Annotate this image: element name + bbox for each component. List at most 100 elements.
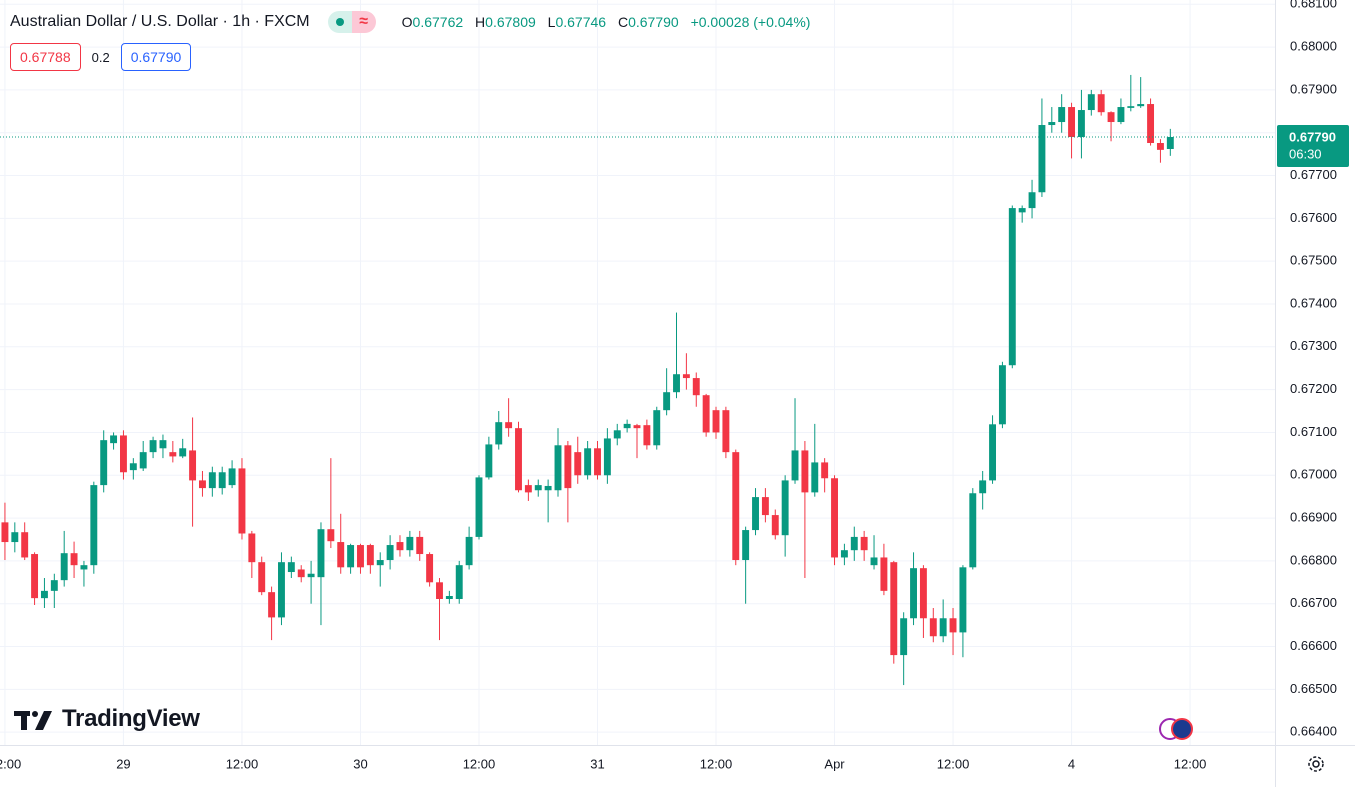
candle-body — [100, 440, 108, 486]
candle-body — [811, 462, 819, 493]
candle-body — [870, 557, 878, 566]
candle-body — [258, 562, 266, 593]
candle-body — [406, 536, 414, 551]
x-tick-label: 12:00 — [937, 756, 970, 771]
candle-body — [1087, 94, 1095, 111]
y-tick-label: 0.67500 — [1290, 253, 1337, 268]
price-label-box — [1277, 125, 1349, 168]
candle-body — [218, 472, 226, 489]
candle-body — [238, 468, 246, 534]
buy-button[interactable]: 0.67790 — [120, 43, 192, 71]
candle-body — [1008, 208, 1016, 366]
candle-body — [860, 536, 868, 551]
candle-body — [831, 478, 838, 558]
candle-body — [287, 562, 295, 573]
candle-body — [1058, 107, 1066, 123]
x-tick-label: 30 — [353, 756, 367, 771]
logo-part — [35, 711, 52, 730]
candle-body — [840, 550, 848, 558]
candle-body — [169, 452, 177, 457]
candle-body — [485, 444, 493, 478]
candle-body — [129, 463, 137, 471]
gear-center — [1312, 760, 1320, 768]
y-tick-label: 0.67000 — [1290, 467, 1337, 482]
candle-body — [515, 428, 522, 491]
candle-body — [317, 529, 325, 578]
candle-body — [554, 445, 562, 491]
candle-body — [31, 554, 39, 599]
candle-body — [771, 515, 779, 536]
y-tick-label: 0.67400 — [1290, 295, 1337, 310]
x-tick-label: 29 — [116, 756, 130, 771]
candle-body — [337, 542, 345, 568]
candle-body — [939, 618, 947, 637]
candle-body — [564, 445, 572, 489]
ohlc-key: H — [475, 14, 486, 30]
candle-body — [623, 423, 631, 429]
candle-body — [702, 395, 710, 433]
candle-body — [752, 497, 759, 531]
candle-body — [732, 452, 740, 561]
y-tick-label: 0.66500 — [1290, 681, 1337, 696]
candle-body — [1028, 192, 1036, 209]
candle-body — [149, 440, 157, 453]
sell-button[interactable]: 0.67788 — [10, 43, 81, 71]
candle-body — [1156, 143, 1164, 150]
y-tick-label: 0.67600 — [1290, 210, 1337, 225]
candle-body — [90, 485, 98, 566]
candle-body — [643, 425, 651, 446]
candle-body — [1147, 104, 1155, 144]
candle-body — [357, 545, 364, 568]
ohlc: O0.67762 H0.67809 L0.67746 C0.67790 +0.0… — [394, 14, 811, 30]
candle-body — [791, 450, 799, 481]
candle-body — [495, 422, 503, 445]
candle-body — [189, 450, 197, 481]
candle-body — [1127, 106, 1135, 108]
candle-body — [574, 452, 582, 476]
candle-body — [534, 485, 542, 491]
settings-icon[interactable] — [1308, 756, 1324, 772]
y-tick-label: 0.67900 — [1290, 81, 1337, 96]
candle-body — [21, 532, 29, 558]
candle-body — [307, 573, 315, 578]
candle-body — [327, 529, 335, 542]
candle-body — [297, 569, 305, 578]
candle-body — [919, 568, 927, 619]
y-tick-label: 0.67200 — [1290, 381, 1337, 396]
candle-body — [722, 410, 730, 453]
candle-body — [821, 462, 829, 479]
candle-body — [979, 480, 987, 494]
candle-body — [949, 618, 957, 633]
gear[interactable] — [1308, 756, 1324, 772]
candle-body — [603, 438, 611, 476]
candle-body — [475, 477, 483, 537]
candle-body — [653, 410, 661, 446]
candle-body — [594, 448, 601, 476]
market-open-dot — [327, 11, 352, 33]
candle-body — [850, 536, 858, 551]
candle-body — [248, 533, 256, 563]
candle-body — [80, 565, 88, 570]
candles — [0, 74, 1275, 686]
candle-body — [436, 582, 443, 599]
tradingview-logo — [14, 711, 52, 730]
candle-body — [376, 560, 384, 566]
spread: 0.2 — [91, 49, 110, 65]
candle-body — [584, 448, 592, 476]
candle-body — [1068, 107, 1076, 138]
candle-body — [1097, 94, 1105, 113]
y-tick-label: 0.66700 — [1290, 595, 1337, 610]
y-tick-label: 0.66400 — [1290, 724, 1337, 739]
y-tick-label: 0.67300 — [1290, 338, 1337, 353]
candle-body — [1038, 125, 1046, 193]
y-tick-label: 0.66900 — [1290, 510, 1337, 525]
candle-body — [1048, 122, 1056, 126]
symbol-title: Australian Dollar / U.S. Dollar · 1h · F… — [10, 13, 310, 30]
status-pill: ≈ — [327, 11, 376, 33]
delayed-icon: ≈ — [351, 11, 376, 33]
candle-body — [712, 410, 720, 433]
y-tick-label: 0.66800 — [1290, 552, 1337, 567]
ohlc-value: 0.67746 — [555, 14, 607, 30]
ohlc-value: 0.67762 — [412, 14, 464, 30]
